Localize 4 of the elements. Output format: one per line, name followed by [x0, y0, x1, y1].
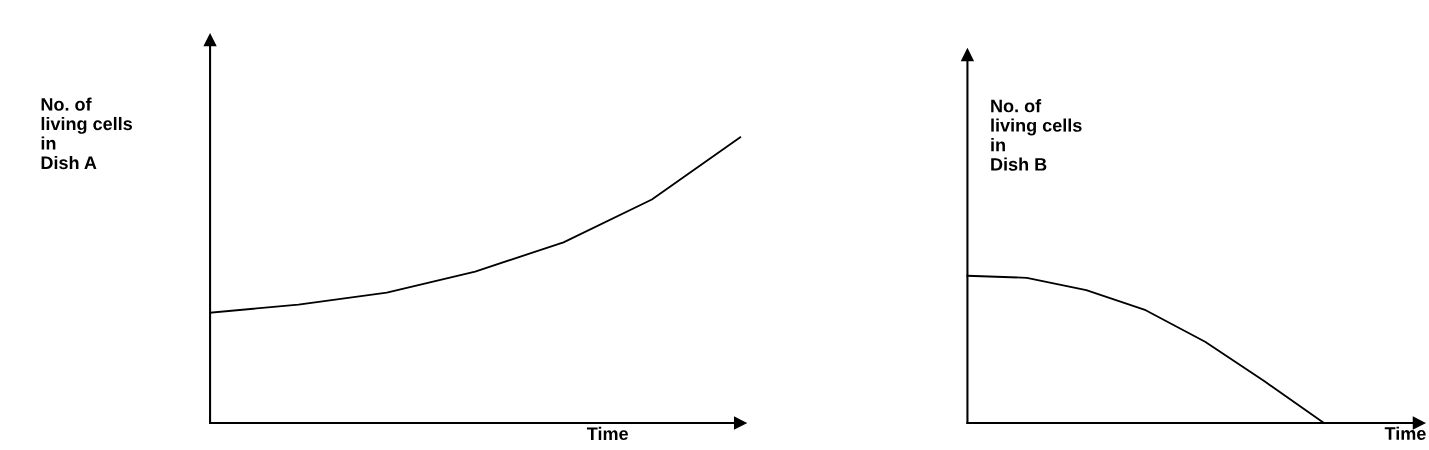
y-axis-title: No. of living cells in Dish B	[991, 99, 1082, 171]
x-axis-title: Time	[586, 426, 628, 441]
x-axis-title: Time	[1384, 426, 1426, 440]
y-axis-title: No. of living cells in Dish A	[41, 97, 132, 170]
